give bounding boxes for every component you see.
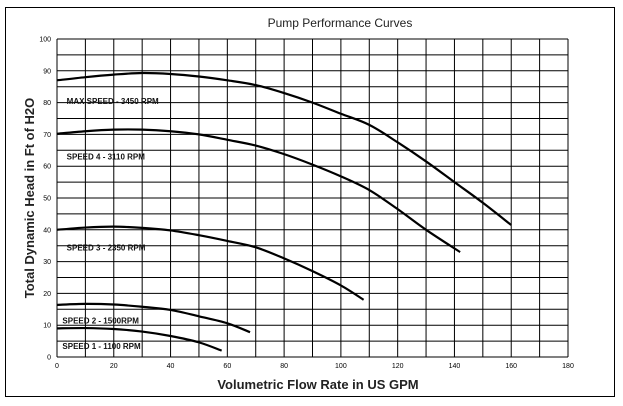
y-tick-label: 80 bbox=[43, 100, 51, 107]
y-tick-label: 10 bbox=[43, 323, 51, 330]
x-tick-label: 180 bbox=[562, 363, 574, 370]
series-label: SPEED 1 - 1100 RPM bbox=[62, 342, 141, 351]
series-line-1 bbox=[56, 71, 512, 226]
series-label: SPEED 4 - 3110 RPM bbox=[67, 153, 146, 162]
series-line-4 bbox=[56, 302, 251, 334]
y-tick-label: 60 bbox=[43, 164, 51, 171]
x-tick-label: 80 bbox=[280, 363, 288, 370]
y-tick-label: 100 bbox=[39, 37, 51, 44]
chart-title: Pump Performance Curves bbox=[268, 16, 413, 30]
series-label: SPEED 2 - 1500RPM bbox=[62, 316, 139, 325]
y-tick-label: 30 bbox=[43, 259, 51, 266]
series-label: MAX SPEED - 3450 RPM bbox=[67, 97, 159, 106]
y-tick-label: 0 bbox=[47, 355, 51, 362]
series-line-3 bbox=[56, 225, 365, 301]
y-tick-label: 50 bbox=[43, 196, 51, 203]
chart-frame bbox=[5, 7, 615, 397]
y-axis-label: Total Dynamic Head in Ft of H2O bbox=[22, 98, 37, 299]
y-tick-label: 70 bbox=[43, 132, 51, 139]
x-tick-label: 120 bbox=[392, 363, 404, 370]
x-tick-label: 160 bbox=[505, 363, 517, 370]
x-tick-label: 100 bbox=[335, 363, 347, 370]
y-tick-label: 20 bbox=[43, 291, 51, 298]
y-tick-label: 40 bbox=[43, 227, 51, 234]
x-tick-label: 20 bbox=[110, 363, 118, 370]
x-tick-label: 40 bbox=[167, 363, 175, 370]
x-tick-label: 0 bbox=[55, 363, 59, 370]
series-label: SPEED 3 - 2350 RPM bbox=[67, 243, 146, 252]
x-tick-label: 140 bbox=[449, 363, 461, 370]
series-line-5 bbox=[56, 326, 223, 352]
x-axis-label: Volumetric Flow Rate in US GPM bbox=[217, 377, 418, 392]
series-line-2 bbox=[56, 128, 461, 253]
x-tick-label: 60 bbox=[223, 363, 231, 370]
y-tick-label: 90 bbox=[43, 68, 51, 75]
